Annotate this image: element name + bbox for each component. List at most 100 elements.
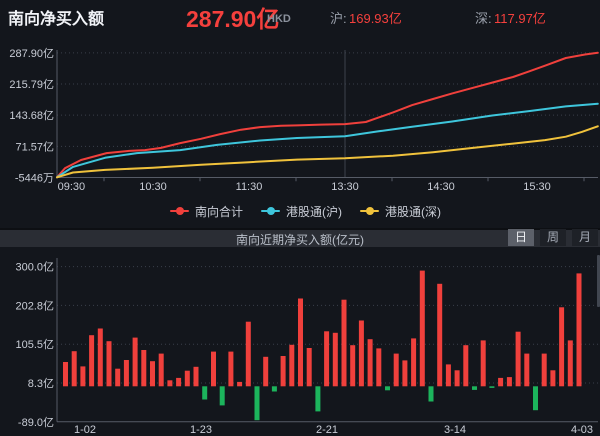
net-buy-bar[interactable] — [376, 348, 382, 387]
x-axis-tick-label: 15:30 — [523, 181, 551, 193]
net-buy-bar[interactable] — [367, 339, 373, 387]
y-axis-tick-label: 287.90亿 — [9, 47, 54, 60]
net-buy-bar[interactable] — [358, 320, 364, 387]
net-buy-bar[interactable] — [184, 370, 190, 387]
shanghai-label: 沪: — [330, 11, 347, 26]
net-buy-bar[interactable] — [63, 362, 68, 387]
net-buy-bar[interactable] — [437, 283, 443, 387]
net-buy-bar[interactable] — [150, 361, 155, 387]
net-buy-bar[interactable] — [315, 386, 321, 412]
net-buy-bar[interactable] — [123, 360, 129, 387]
x-axis-tick-label: 4-03 — [571, 424, 593, 436]
series-line — [56, 51, 599, 179]
net-buy-bar[interactable] — [332, 332, 338, 387]
net-buy-bar[interactable] — [115, 368, 121, 387]
net-buy-bar[interactable] — [237, 381, 243, 387]
period-week-button[interactable]: 周 — [540, 229, 566, 246]
net-buy-bar[interactable] — [280, 356, 286, 387]
y-axis-tick-label: 143.68亿 — [9, 109, 54, 122]
net-buy-bar[interactable] — [71, 351, 77, 387]
y-axis-tick-label: 215.79亿 — [9, 78, 54, 91]
net-buy-bar[interactable] — [419, 270, 425, 387]
page-title: 南向净买入额 — [8, 11, 105, 28]
legend-item-total[interactable]: 南向合计 — [170, 203, 243, 220]
line-dot-marker-icon — [360, 207, 380, 215]
net-buy-bar[interactable] — [245, 321, 251, 387]
y-axis-tick-label: 202.8亿 — [15, 299, 54, 312]
net-buy-bar[interactable] — [158, 353, 164, 387]
intraday-line-chart[interactable]: 287.90亿 215.79亿 143.68亿 71.57亿 -5446万 09:30 10… — [0, 30, 600, 200]
net-buy-bar[interactable] — [89, 335, 95, 387]
net-buy-bar[interactable] — [341, 299, 347, 387]
legend-item-sz-connect[interactable]: 港股通(深) — [360, 203, 441, 220]
net-buy-bar[interactable] — [167, 380, 173, 387]
section-header-bar — [0, 228, 600, 247]
net-buy-bar[interactable] — [106, 341, 112, 387]
period-day-button[interactable]: 日 — [508, 229, 534, 246]
net-buy-bar[interactable] — [472, 386, 477, 390]
line-dot-marker-icon — [261, 207, 281, 215]
period-month-button[interactable]: 月 — [572, 229, 598, 246]
legend-label: 南向合计 — [195, 204, 244, 219]
net-buy-bar[interactable] — [454, 370, 460, 387]
shenzhen-value: 117.97亿 — [494, 11, 546, 26]
net-buy-bar[interactable] — [306, 348, 312, 387]
net-buy-bar[interactable] — [132, 337, 138, 387]
net-buy-bar[interactable] — [428, 386, 434, 402]
shanghai-value: 169.93亿 — [349, 11, 402, 26]
x-axis-tick-label: 10:30 — [139, 181, 167, 193]
net-buy-bar[interactable] — [271, 386, 277, 392]
legend-item-sh-connect[interactable]: 港股通(沪) — [261, 203, 342, 220]
net-buy-bar[interactable] — [350, 345, 356, 387]
net-buy-bar[interactable] — [97, 328, 103, 387]
net-buy-bar[interactable] — [324, 331, 330, 387]
net-buy-bar[interactable] — [219, 386, 225, 406]
net-buy-bar[interactable] — [515, 331, 521, 387]
x-axis-tick-label: 1-23 — [190, 424, 212, 436]
y-axis-tick-label: 300.0亿 — [15, 261, 54, 274]
currency-label: HKD — [267, 13, 291, 25]
net-buy-bar[interactable] — [463, 345, 469, 387]
net-buy-bar[interactable] — [254, 386, 260, 421]
net-buy-bar[interactable] — [80, 366, 86, 387]
net-buy-bar[interactable] — [567, 340, 573, 387]
x-axis-tick-label: 1-02 — [74, 424, 96, 436]
net-buy-bar[interactable] — [176, 377, 182, 387]
legend-label: 港股通(深) — [385, 204, 442, 219]
net-buy-bar[interactable] — [506, 377, 512, 387]
section-title: 南向近期净买入额(亿元) — [236, 233, 364, 247]
net-buy-bar[interactable] — [385, 386, 390, 391]
net-buy-bar[interactable] — [576, 273, 582, 387]
net-buy-bar[interactable] — [393, 353, 399, 387]
net-buy-bar[interactable] — [193, 366, 199, 387]
x-axis-tick-label: 09:30 — [58, 181, 86, 193]
scrollbar-thumb[interactable] — [597, 255, 600, 307]
net-buy-bar[interactable] — [211, 351, 216, 387]
net-buy-bar[interactable] — [559, 307, 565, 387]
net-buy-bar[interactable] — [402, 360, 408, 387]
net-buy-bar[interactable] — [550, 370, 556, 387]
net-buy-bar[interactable] — [263, 356, 269, 387]
x-axis-tick-label: 14:30 — [427, 181, 455, 193]
y-axis-tick-label: -89.0亿 — [18, 416, 54, 429]
x-axis-tick-label: 2-21 — [316, 424, 338, 436]
net-buy-bar[interactable] — [228, 351, 234, 387]
net-buy-bar[interactable] — [202, 386, 208, 400]
series-line — [56, 125, 599, 179]
net-buy-bar[interactable] — [445, 364, 451, 387]
series-line — [56, 102, 599, 179]
line-dot-marker-icon — [170, 207, 189, 215]
net-buy-bar[interactable] — [289, 344, 295, 387]
net-buy-bar[interactable] — [489, 386, 495, 388]
net-buy-bar[interactable] — [498, 377, 504, 387]
x-axis-tick-label: 13:30 — [331, 181, 359, 193]
net-buy-bar[interactable] — [298, 298, 303, 387]
net-buy-bar[interactable] — [533, 386, 538, 411]
net-buy-bar[interactable] — [141, 350, 147, 387]
net-buy-bar[interactable] — [480, 340, 486, 387]
net-buy-bar[interactable] — [411, 338, 417, 387]
net-buy-bar[interactable] — [541, 353, 547, 387]
net-buy-bar[interactable] — [524, 353, 530, 387]
daily-net-buy-bar-chart[interactable]: 300.0亿 202.8亿 105.5亿 8.3亿 -89.0亿 1-02 1-23 2-21… — [0, 250, 600, 436]
